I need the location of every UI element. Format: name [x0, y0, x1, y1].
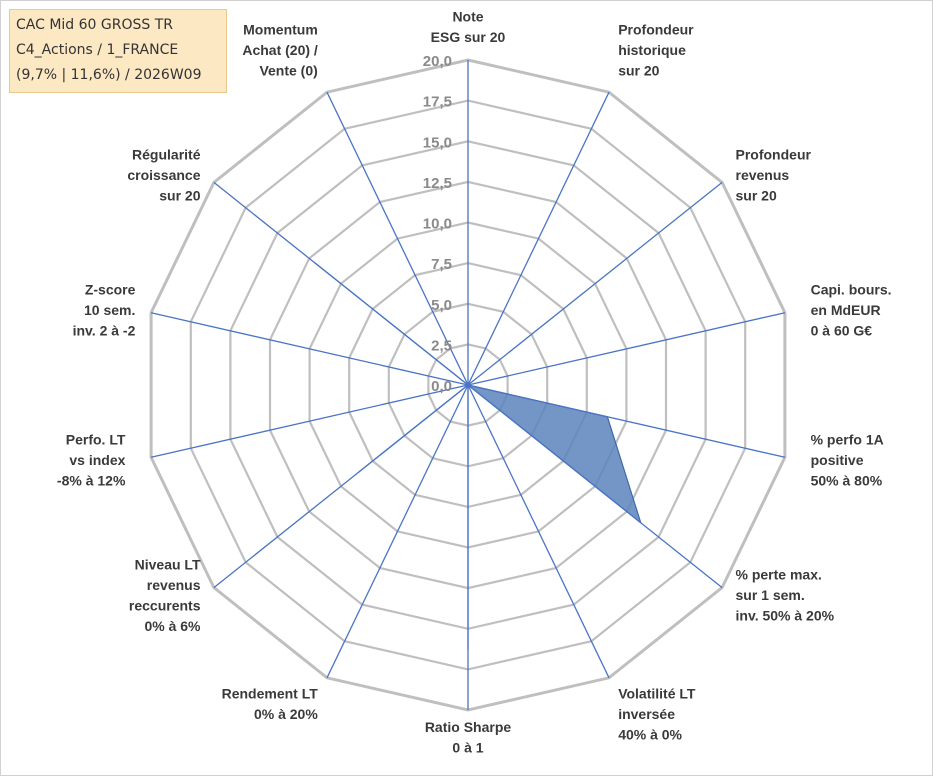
axis-label-line: Rendement LT	[222, 686, 319, 702]
axis-label-line: Régularité	[132, 146, 201, 162]
title-line-3: (9,7% | 11,6%) / 2026W09	[16, 67, 202, 83]
axis-label: Ratio Sharpe 0 à 1	[425, 719, 512, 756]
tick-label: 10,0	[423, 216, 452, 233]
chart-title-box: CAC Mid 60 GROSS TR C4_Actions / 1_FRANC…	[9, 9, 227, 93]
axis-label: Z-score 10 sem. inv. 2 à -2	[73, 282, 136, 339]
axis-label-line: sur 20	[618, 62, 659, 78]
axis-label-line: Ratio Sharpe	[425, 719, 512, 735]
axis-label-line: Volatilité LT	[618, 686, 696, 702]
tick-label: 7,5	[431, 256, 452, 273]
tick-label: 12,5	[423, 175, 452, 192]
axis-label: Note ESG sur 20	[431, 9, 506, 46]
tick-label: 5,0	[431, 297, 452, 314]
axis-label-line: 0% à 6%	[144, 618, 201, 634]
axis-spoke	[213, 181, 469, 386]
axis-label: Régularité croissance sur 20	[127, 146, 200, 203]
axis-label-line: 0 à 1	[452, 740, 483, 756]
axis-label: Profondeur revenus sur 20	[736, 146, 812, 203]
axis-label-line: Niveau LT	[135, 556, 201, 572]
axis-label-line: -8% à 12%	[57, 473, 126, 489]
title-line-1: CAC Mid 60 GROSS TR	[16, 17, 174, 33]
axis-spoke	[467, 312, 786, 386]
axis-label-line: en MdEUR	[811, 302, 881, 318]
axis-label: Niveau LT revenus reccurents 0% à 6%	[129, 556, 201, 634]
data-area	[313, 261, 642, 650]
axis-label-line: sur 20	[736, 187, 777, 203]
radar-series	[313, 261, 642, 650]
tick-label: 20,0	[423, 53, 452, 70]
axis-spoke	[150, 312, 469, 386]
axis-spoke	[467, 384, 723, 589]
axis-label-line: revenus	[736, 167, 790, 183]
axis-spoke	[467, 384, 610, 679]
axis-label: Rendement LT 0% à 20%	[222, 686, 319, 723]
axis-label-line: Momentum	[243, 21, 318, 37]
axis-label: Profondeur historique sur 20	[618, 21, 694, 78]
axis-spoke	[467, 181, 723, 386]
tick-label: 17,5	[423, 94, 452, 111]
axis-label-line: Capi. bours.	[811, 282, 892, 298]
axis-spoke	[326, 91, 469, 386]
axis-label-line: Achat (20) /	[242, 42, 318, 58]
axis-label-line: Profondeur	[736, 146, 812, 162]
axis-label-line: 50% à 80%	[811, 473, 883, 489]
axis-label-line: inv. 50% à 20%	[736, 608, 835, 624]
axis-label-line: positive	[811, 452, 864, 468]
axis-label-line: Profondeur	[618, 21, 694, 37]
axis-label: % perfo 1A positive 50% à 80%	[811, 432, 884, 489]
axis-spoke	[467, 91, 610, 386]
axis-labels: Note ESG sur 20 Profondeur historique sur 20…	[57, 9, 892, 756]
axis-label-line: % perfo 1A	[811, 432, 884, 448]
axis-label-line: inv. 2 à -2	[73, 323, 136, 339]
tick-label: 0,0	[431, 378, 452, 395]
axis-spoke	[150, 384, 469, 458]
axis-spoke	[213, 384, 469, 589]
axis-label-line: vs index	[69, 452, 125, 468]
axis-label-line: 10 sem.	[84, 302, 135, 318]
axis-label-line: Vente (0)	[259, 62, 317, 78]
axis-label-line: reccurents	[129, 597, 201, 613]
tick-label: 15,0	[423, 134, 452, 151]
axis-label-line: revenus	[147, 577, 201, 593]
axis-label-line: Note	[452, 9, 483, 25]
axis-label: % perte max. sur 1 sem. inv. 50% à 20%	[736, 567, 835, 624]
tick-label: 2,5	[431, 337, 452, 354]
axis-label-line: 40% à 0%	[618, 727, 682, 743]
axis-label: Capi. bours. en MdEUR 0 à 60 G€	[811, 282, 892, 339]
axis-label-line: Z-score	[85, 282, 136, 298]
axis-label-line: 0% à 20%	[254, 706, 318, 722]
axis-spoke	[326, 384, 469, 679]
axis-label-line: inversée	[618, 706, 675, 722]
axis-label: Perfo. LT vs index -8% à 12%	[57, 432, 126, 489]
title-line-2: C4_Actions / 1_FRANCE	[16, 42, 179, 58]
axis-label-line: historique	[618, 42, 686, 58]
axis-label-line: sur 1 sem.	[736, 587, 805, 603]
axis-label-line: ESG sur 20	[431, 29, 506, 45]
axis-label-line: sur 20	[159, 187, 200, 203]
axis-label-line: Perfo. LT	[66, 432, 126, 448]
axis-label-line: croissance	[127, 167, 200, 183]
axis-label-line: 0 à 60 G€	[811, 323, 873, 339]
axis-spoke	[467, 384, 786, 458]
axis-label-line: % perte max.	[736, 567, 822, 583]
radial-tick-labels: 0,0 2,5 5,0 7,5 10,0 12,5 15,0 17,5 20,0	[423, 53, 452, 395]
axis-label: Momentum Achat (20) / Vente (0)	[242, 21, 318, 78]
axis-label: Volatilité LT inversée 40% à 0%	[618, 686, 696, 743]
radar-axes	[150, 60, 786, 710]
